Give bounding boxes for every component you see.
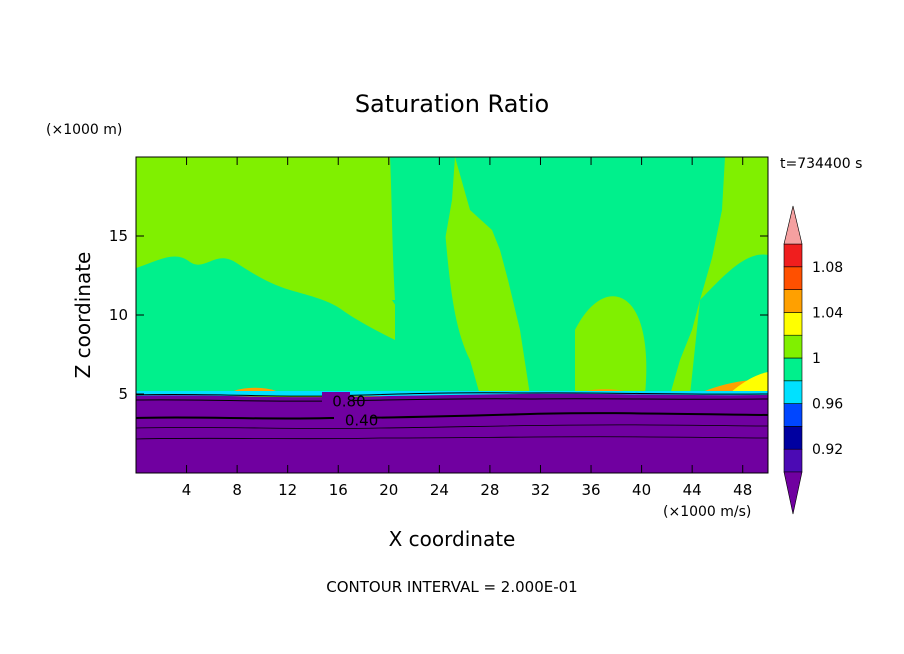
colorbar-band bbox=[783, 448, 803, 473]
x-tick-label: 36 bbox=[581, 481, 600, 499]
colorbar-tick-label: 1.08 bbox=[812, 260, 843, 276]
x-tick-label: 44 bbox=[683, 481, 702, 499]
region-upper-dry bbox=[136, 157, 395, 300]
colorbar-band bbox=[783, 312, 803, 336]
x-tick-label: 16 bbox=[329, 481, 348, 499]
contour-label-bg-0-80 bbox=[322, 392, 350, 404]
colorbar-band bbox=[783, 357, 803, 382]
footer-text: CONTOUR INTERVAL = 2.000E-01 bbox=[326, 578, 577, 596]
contour-line-low-2 bbox=[136, 436, 768, 440]
y-tick-label: 10 bbox=[109, 306, 128, 324]
colorbar-band bbox=[783, 289, 803, 313]
x-tick-label: 8 bbox=[232, 481, 242, 499]
colorbar-tick-label: 1.04 bbox=[812, 305, 843, 321]
x-tick-label: 12 bbox=[278, 481, 297, 499]
y-unit-label: (×1000 m) bbox=[46, 122, 122, 138]
x-tick-label: 24 bbox=[430, 481, 449, 499]
region-moist-column-mid bbox=[455, 157, 725, 395]
x-tick-label: 28 bbox=[480, 481, 499, 499]
contour-boundary-line bbox=[136, 392, 768, 397]
y-tick-label: 15 bbox=[109, 227, 128, 245]
colorbar: 0.92 0.96 1 1.04 1.08 bbox=[783, 205, 843, 515]
contour-label: 0.80 bbox=[332, 392, 365, 410]
plot-area bbox=[136, 157, 768, 473]
contour-label: 0.40 bbox=[345, 411, 378, 429]
x-tick-label: 48 bbox=[733, 481, 752, 499]
colorbar-band bbox=[783, 266, 803, 290]
colorbar-band bbox=[783, 426, 803, 450]
contour-line-low-1 bbox=[136, 424, 768, 429]
colorbar-tick-label: 0.96 bbox=[812, 397, 843, 413]
region-moist-band bbox=[136, 157, 480, 395]
x-tick-label: 20 bbox=[379, 481, 398, 499]
time-label: t=734400 s bbox=[780, 156, 862, 172]
y-axis-label: Z coordinate bbox=[71, 252, 95, 379]
colorbar-tick-label: 0.92 bbox=[812, 442, 843, 458]
colorbar-band bbox=[783, 380, 803, 404]
region-yellow-strip bbox=[730, 372, 768, 393]
contour-line-0-40 bbox=[136, 412, 768, 420]
colorbar-over-arrow bbox=[783, 205, 803, 245]
region-low-saturation bbox=[136, 393, 768, 473]
contour-line-0-80 bbox=[136, 398, 768, 402]
colorbar-under-arrow bbox=[783, 471, 803, 515]
contour-label-bg-0-40 bbox=[334, 411, 370, 425]
x-tick-label: 32 bbox=[531, 481, 550, 499]
colorbar-tick-label: 1 bbox=[812, 351, 821, 367]
region-right-upper bbox=[690, 254, 768, 395]
x-tick-label: 40 bbox=[632, 481, 651, 499]
colorbar-band bbox=[783, 403, 803, 427]
colorbar-band bbox=[783, 334, 803, 359]
region-moist-column-left bbox=[390, 157, 455, 320]
y-tick-label: 5 bbox=[118, 385, 128, 403]
colorbar-band bbox=[783, 243, 803, 268]
x-tick-label: 4 bbox=[182, 481, 192, 499]
chart-title: Saturation Ratio bbox=[355, 90, 549, 118]
x-unit-label: (×1000 m/s) bbox=[663, 504, 751, 520]
x-axis-label: X coordinate bbox=[389, 527, 516, 551]
region-dry-patch bbox=[575, 296, 647, 395]
